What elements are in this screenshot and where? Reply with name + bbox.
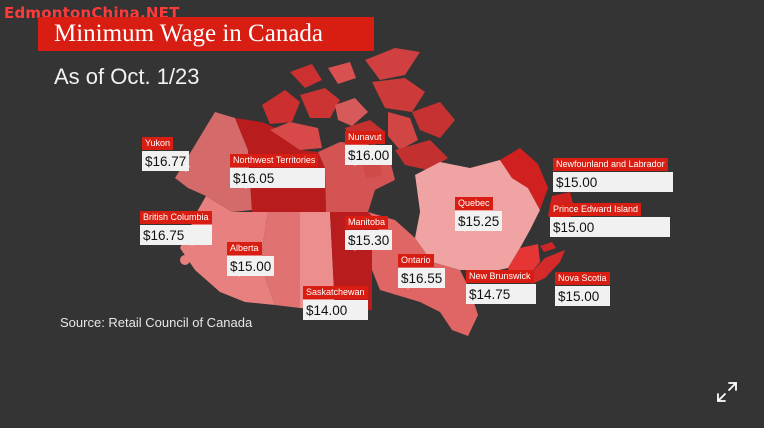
region-ns	[528, 250, 565, 284]
callout-nl: Newfounland and Labrador $15.00	[553, 154, 673, 192]
region-wage: $15.00	[555, 286, 610, 306]
region-name: Saskatchewan	[303, 286, 368, 299]
callout-pointer	[404, 283, 412, 289]
hudson-bay	[375, 175, 420, 228]
region-name: British Columbia	[140, 211, 212, 224]
region-pei	[540, 242, 556, 252]
region-name: Quebec	[455, 197, 493, 210]
region-name: Alberta	[227, 242, 262, 255]
callout-ontario: Ontario $16.55	[398, 250, 446, 289]
title-bar: Minimum Wage in Canada	[38, 17, 374, 51]
region-wage: $15.00	[550, 217, 670, 237]
callout-pointer	[242, 183, 250, 189]
callout-pointer	[351, 160, 359, 166]
callout-nwt: Northwest Territories $16.05	[230, 150, 325, 189]
region-name: Prince Edward Island	[550, 203, 642, 216]
region-name: Yukon	[142, 137, 174, 150]
region-name: Ontario	[398, 254, 434, 267]
callout-nb: New Brunswick $14.75	[466, 266, 536, 304]
region-wage: $14.00	[303, 300, 368, 320]
region-name: Nunavut	[345, 131, 385, 144]
region-wage: $16.75	[140, 225, 212, 245]
callout-ns: Nova Scotia $15.00	[555, 268, 610, 306]
region-nl	[500, 148, 548, 210]
region-name: New Brunswick	[466, 270, 534, 283]
page-title: Minimum Wage in Canada	[54, 20, 324, 47]
region-name: Northwest Territories	[230, 154, 319, 167]
region-wage: $16.05	[230, 168, 325, 188]
region-name: Newfounland and Labrador	[553, 158, 668, 171]
callout-alberta: Alberta $15.00	[227, 238, 275, 277]
callout-nunavut: Nunavut $16.00	[345, 127, 393, 166]
callout-bc: British Columbia $16.75	[140, 207, 212, 246]
callout-pointer	[351, 245, 359, 251]
region-wage: $14.75	[466, 284, 536, 304]
region-wage: $15.00	[553, 172, 673, 192]
region-name: Nova Scotia	[555, 272, 610, 285]
region-saskatchewan	[300, 212, 335, 310]
callout-saskatchewan: Saskatchewan $14.00	[303, 282, 368, 320]
callout-pointer	[461, 226, 469, 232]
region-alberta	[262, 212, 300, 308]
callout-manitoba: Manitoba $15.30	[345, 212, 393, 251]
page-subtitle: As of Oct. 1/23	[54, 64, 200, 89]
vancouver-island	[180, 255, 190, 265]
source-note: Source: Retail Council of Canada	[60, 315, 253, 330]
callout-pei: Prince Edward Island $15.00	[550, 199, 670, 237]
expand-icon[interactable]	[716, 381, 738, 403]
region-name: Manitoba	[345, 216, 389, 229]
callout-pointer	[188, 240, 196, 246]
callout-quebec: Quebec $15.25	[455, 193, 503, 232]
callout-pointer	[235, 271, 243, 277]
region-wage: $16.77	[142, 151, 190, 171]
callout-yukon: Yukon $16.77	[142, 133, 190, 172]
callout-pointer	[182, 166, 190, 172]
